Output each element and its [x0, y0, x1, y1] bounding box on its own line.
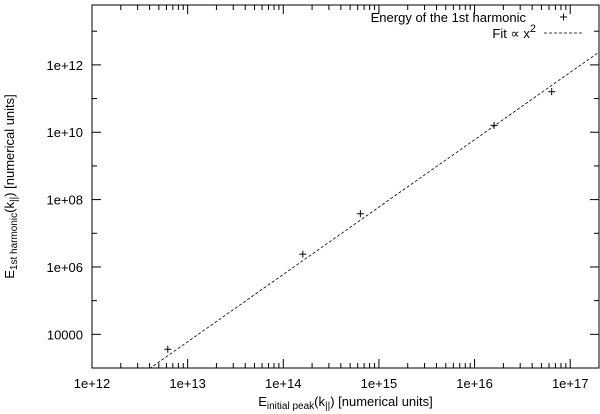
- y-tick-label: 1e+06: [46, 260, 83, 275]
- fit-line: [149, 51, 599, 368]
- y-tick-label: 1e+12: [46, 58, 83, 73]
- axis-ticks: 1e+12 1e+13 1e+14 1e+15 1e+16 1e+17 10000 1e+06…: [46, 5, 600, 391]
- x-axis-label-main: E: [258, 394, 267, 409]
- x-axis-label-tail: ) [numerical units]: [330, 394, 433, 409]
- fit-line-group: [149, 51, 599, 368]
- y-axis-label: E1st harmonic(k||) [numerical units]: [2, 94, 20, 279]
- x-tick-label: 1e+17: [552, 376, 589, 391]
- data-point: [548, 88, 556, 96]
- data-point: [299, 250, 307, 258]
- y-axis-label-tail: ) [numerical units]: [2, 94, 17, 197]
- y-tick-label: 1e+10: [46, 125, 83, 140]
- x-tick-label: 1e+12: [74, 376, 111, 391]
- plot-frame: [91, 4, 600, 369]
- x-axis-label-sub: initial peak: [267, 401, 315, 412]
- y-axis-label-rest: (k: [2, 202, 17, 213]
- data-point: [356, 210, 364, 218]
- plot-frame-group: [91, 4, 600, 369]
- x-axis-label-rest: (k: [314, 394, 325, 409]
- y-tick-label: 10000: [47, 327, 83, 342]
- data-points: [164, 88, 556, 353]
- x-axis-label: Einitial peak(k||) [numerical units]: [258, 394, 433, 412]
- x-tick-label: 1e+16: [456, 376, 493, 391]
- data-point: [490, 121, 498, 129]
- x-tick-label: 1e+15: [361, 376, 398, 391]
- y-tick-label: 1e+08: [46, 193, 83, 208]
- data-point: [164, 345, 172, 353]
- x-tick-label: 1e+14: [265, 376, 302, 391]
- legend-marker-plus: [560, 13, 567, 21]
- y-axis-label-sub2: ||: [9, 197, 20, 202]
- x-tick-label: 1e+13: [169, 376, 206, 391]
- y-axis-label-sub: 1st harmonic: [9, 213, 20, 270]
- legend-label-data: Energy of the 1st harmonic: [371, 10, 527, 25]
- y-axis-label-main: E: [2, 270, 17, 279]
- legend-label-fit: Fit ∝ x2: [492, 23, 536, 41]
- x-axis-label-sub2: ||: [325, 401, 330, 412]
